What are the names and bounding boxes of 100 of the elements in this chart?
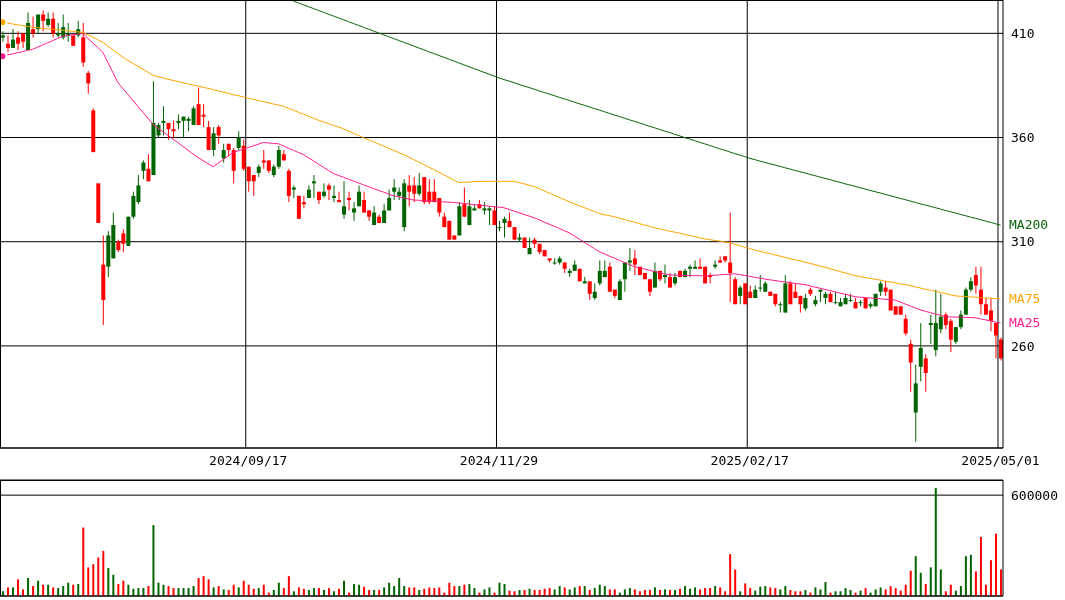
bar [919,572,922,596]
candlestick [407,174,412,207]
candlestick [311,174,316,199]
candlestick [417,172,422,197]
x-tick-label: 2025/05/01 [961,453,1040,469]
bar [52,587,55,596]
bar [212,587,215,596]
candlestick [467,199,472,226]
bar [287,576,290,596]
candlestick [11,28,16,49]
candlestick [352,201,357,222]
bar [719,587,722,596]
bar [12,587,15,596]
series-label: MA75 [1009,290,1041,307]
bar [608,589,611,596]
candlestick [622,262,627,293]
series-label: MA200 [1009,217,1049,234]
candlestick [627,247,632,272]
bar [483,589,486,596]
bar [769,587,772,596]
bar [152,525,155,596]
bar [237,587,240,596]
bar [694,587,697,596]
bar [192,586,195,596]
bar [959,586,962,596]
bar [924,584,927,596]
bar [222,589,225,596]
candlestick [216,124,221,145]
bar [37,580,40,596]
candlestick [146,153,151,182]
bar [102,550,105,596]
bar [633,589,636,596]
candlestick [718,255,723,264]
bar [714,586,717,596]
x-tick-label: 2025/02/17 [710,453,789,469]
bar [613,589,616,596]
bar [77,584,80,596]
bar [578,586,581,596]
candlestick [587,280,592,301]
bar [764,586,767,596]
bar [784,586,787,596]
bar [468,584,471,596]
candlestick [347,191,352,211]
y-tick-label: 410 [1011,25,1035,41]
candlestick [46,12,51,28]
candlestick [337,191,342,203]
bar [563,587,566,596]
bar [819,589,822,596]
bar [7,587,10,596]
candlestick [331,184,336,203]
bar [97,557,100,596]
bar [744,583,747,596]
candlestick [161,105,166,136]
y-tick-label: 600000 [1011,487,1058,503]
candlestick [141,159,146,180]
candlestick [41,9,46,32]
bar [343,580,346,596]
candlestick [688,264,693,278]
bar [197,578,200,596]
candlestick [291,184,296,199]
x-tick-label: 2024/09/17 [209,453,288,469]
candlestick [978,266,983,316]
bar [147,586,150,596]
candlestick [993,322,998,359]
bar [82,527,85,596]
bar [408,587,411,596]
bar [122,580,125,596]
bar [779,589,782,596]
bar [583,586,586,596]
bar [503,584,506,596]
bar [87,567,90,596]
bar [623,589,626,596]
bar [353,584,356,596]
candlestick [918,322,923,382]
bar [964,556,967,596]
bar [17,579,20,596]
bar [112,574,115,596]
candlestick [908,339,913,393]
candlestick [231,147,236,184]
bar [558,586,561,596]
bar [884,589,887,596]
bar [297,587,300,596]
candlestick [321,182,326,199]
bar [603,586,606,596]
candlestick [988,297,993,332]
bar [62,586,65,596]
candlestick [382,203,387,224]
bar [909,570,912,596]
candlestick [1,30,5,43]
bar [879,587,882,596]
x-tick-label: 2024/11/29 [459,453,539,469]
bar [92,564,95,596]
candlestick [903,314,908,336]
bar [428,587,431,596]
bar [573,587,576,596]
bar [874,589,877,596]
bar [207,579,210,596]
candlestick [552,257,557,266]
candlestick [738,284,743,305]
bar [217,586,220,596]
